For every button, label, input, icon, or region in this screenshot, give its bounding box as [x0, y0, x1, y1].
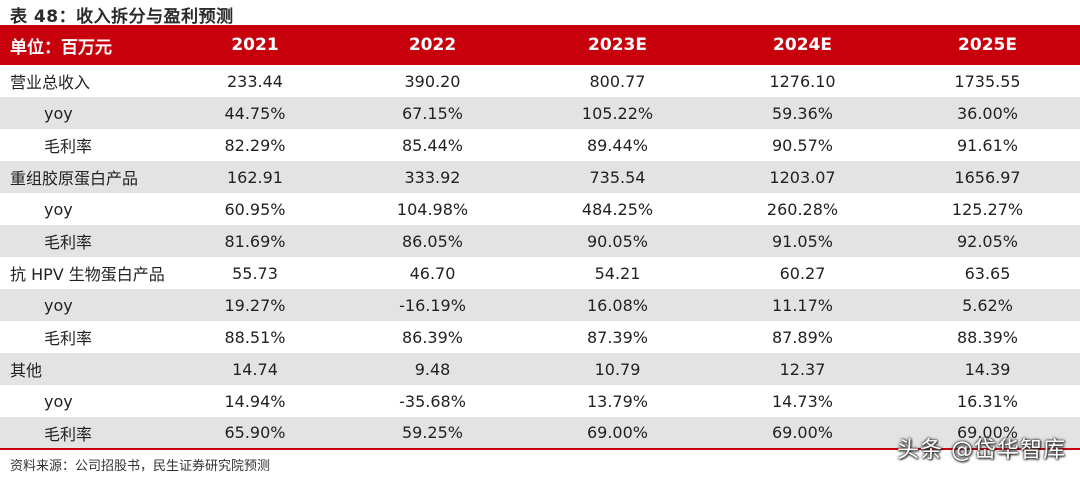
row-label: 毛利率 — [44, 424, 93, 444]
table-row: 毛利率 88.51% 86.39% 87.39% 87.89% 88.39% — [0, 321, 1080, 353]
table-row: 其他 14.74 9.48 10.79 12.37 14.39 — [0, 353, 1080, 385]
table-cell: 91.05% — [771, 231, 833, 251]
table-cell: 86.05% — [401, 231, 463, 251]
table-row: yoy 44.75% 67.15% 105.22% 59.36% 36.00% — [0, 97, 1080, 129]
table-row: yoy 19.27% -16.19% 16.08% 11.17% 5.62% — [0, 289, 1080, 321]
header-row: 单位：百万元 2021 2022 2023E 2024E 2025E — [0, 25, 1080, 65]
row-label: yoy — [44, 103, 73, 123]
table-cell: 13.79% — [586, 391, 648, 411]
table-title: 表 48：收入拆分与盈利预测 — [10, 7, 234, 27]
table-cell: 63.65 — [964, 263, 1011, 283]
table-cell: 54.21 — [594, 263, 641, 283]
watermark: 头条 @岱华智库 — [897, 438, 1066, 463]
table-cell: 16.31% — [956, 391, 1018, 411]
table-cell: 36.00% — [956, 103, 1018, 123]
table-cell: 87.89% — [771, 327, 833, 347]
table-cell: 90.05% — [586, 231, 648, 251]
row-label: 抗 HPV 生物蛋白产品 — [10, 265, 165, 284]
table-cell: 67.15% — [401, 103, 463, 123]
row-label: 毛利率 — [44, 137, 93, 156]
table-row: 毛利率 81.69% 86.05% 90.05% 91.05% 92.05% — [0, 225, 1080, 257]
table-cell: 10.79 — [594, 359, 641, 379]
table-cell: 14.73% — [771, 391, 833, 411]
table-cell: 59.25% — [401, 423, 463, 442]
financial-table: 单位：百万元 2021 2022 2023E 2024E 2025E 营业总收入… — [0, 25, 1080, 450]
table-cell: 65.90% — [224, 423, 286, 442]
table-cell: 55.73 — [232, 263, 278, 283]
table-cell: 14.39 — [964, 359, 1011, 379]
row-label: yoy — [44, 199, 73, 219]
table-cell: 1656.97 — [954, 167, 1021, 187]
table-cell: 5.62% — [962, 295, 1013, 315]
table-row: yoy 60.95% 104.98% 484.25% 260.28% 125.27% — [0, 193, 1080, 225]
table-cell: 735.54 — [589, 167, 646, 187]
year-header: 2022 — [408, 35, 457, 55]
table-cell: 88.39% — [956, 327, 1018, 347]
table-cell: 125.27% — [951, 199, 1024, 219]
table-cell: 260.28% — [766, 199, 839, 219]
row-label: 其他 — [10, 361, 43, 380]
table-cell: 1276.10 — [769, 71, 836, 91]
row-label: 毛利率 — [44, 329, 93, 348]
table-cell: 1203.07 — [769, 167, 836, 187]
table-cell: 11.17% — [771, 295, 833, 315]
table-cell: 82.29% — [224, 135, 286, 155]
table-cell: 91.61% — [956, 135, 1018, 155]
table-cell: 14.94% — [224, 391, 286, 411]
table-cell: 46.70 — [409, 263, 456, 283]
table-cell: 233.44 — [227, 71, 283, 91]
table-cell: 88.51% — [224, 327, 286, 347]
table-cell: 87.39% — [586, 327, 648, 347]
table-cell: 484.25% — [581, 199, 654, 219]
table-cell: 69.00% — [956, 423, 1018, 442]
table-cell: 105.22% — [581, 103, 654, 123]
table-cell: 59.36% — [771, 103, 833, 123]
table-cell: 85.44% — [401, 135, 463, 155]
table-cell: 69.00% — [771, 423, 833, 442]
table-cell: 9.48 — [414, 359, 451, 379]
unit-header: 单位：百万元 — [10, 37, 112, 58]
year-header: 2023E — [588, 35, 647, 55]
table-cell: 44.75% — [224, 103, 286, 123]
table-cell: 69.00% — [586, 423, 648, 442]
year-header: 2021 — [231, 35, 279, 55]
table-row: yoy 14.94% -35.68% 13.79% 14.73% 16.31% — [0, 385, 1080, 417]
table-cell: 390.20 — [404, 71, 461, 91]
table-cell: 19.27% — [224, 295, 286, 315]
table-cell: 14.74 — [232, 359, 278, 379]
table-cell: 800.77 — [589, 71, 646, 91]
year-header: 2025E — [958, 35, 1017, 55]
table-cell: 89.44% — [586, 135, 648, 155]
table-cell: 16.08% — [586, 295, 648, 315]
row-label: 营业总收入 — [10, 73, 91, 92]
table-cell: 162.91 — [227, 167, 283, 187]
table-cell: 86.39% — [401, 327, 463, 347]
year-header: 2024E — [773, 35, 832, 55]
row-label: 重组胶原蛋白产品 — [10, 169, 139, 188]
table-cell: 60.95% — [224, 199, 286, 219]
source-note: 资料来源：公司招股书，民生证券研究院预测 — [10, 459, 271, 474]
table-cell: -16.19% — [399, 295, 466, 315]
table-row: 营业总收入 233.44 390.20 800.77 1276.10 1735.55 — [0, 65, 1080, 97]
table-cell: 104.98% — [396, 199, 469, 219]
table-cell: 81.69% — [224, 231, 286, 251]
table-cell: 333.92 — [404, 167, 461, 187]
table-row: 重组胶原蛋白产品 162.91 333.92 735.54 1203.07 1656.97 — [0, 161, 1080, 193]
table-cell: 12.37 — [779, 359, 826, 379]
row-label: 毛利率 — [44, 233, 93, 252]
table-cell: 60.27 — [779, 263, 826, 283]
table-row: 抗 HPV 生物蛋白产品 55.73 46.70 54.21 60.27 63.65 — [0, 257, 1080, 289]
table-cell: 92.05% — [956, 231, 1018, 251]
table-row: 毛利率 65.90% 59.25% 69.00% 69.00% 69.00% — [0, 417, 1080, 449]
row-label: yoy — [44, 295, 73, 315]
table-cell: 1735.55 — [954, 71, 1021, 91]
table-cell: -35.68% — [399, 391, 466, 411]
table-cell: 90.57% — [771, 135, 833, 155]
table-row: 毛利率 82.29% 85.44% 89.44% 90.57% 91.61% — [0, 129, 1080, 161]
row-label: yoy — [44, 391, 73, 411]
